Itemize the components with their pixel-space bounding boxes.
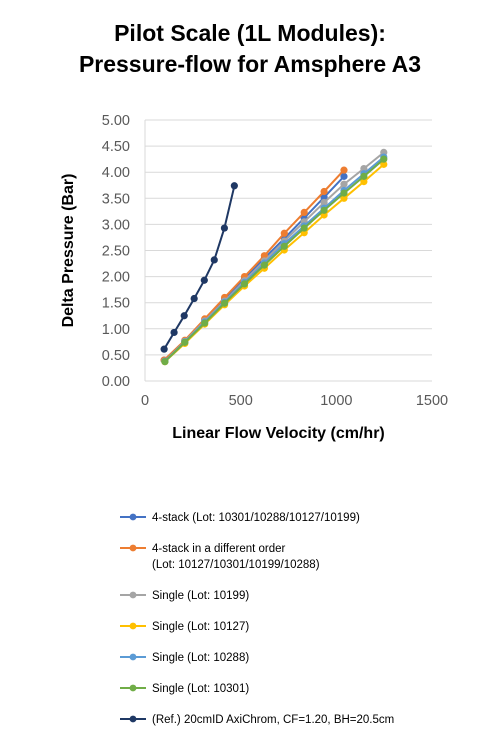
legend-label: Single (Lot: 10288)	[152, 652, 250, 664]
legend-swatch	[120, 681, 146, 693]
legend-swatch	[120, 712, 146, 724]
legend-label: Single (Lot: 10127)	[152, 621, 250, 633]
data-point	[320, 187, 328, 196]
data-point	[340, 166, 348, 174]
data-point	[280, 229, 288, 237]
data-point	[300, 208, 308, 216]
x-axis-label: Linear Flow Velocity (cm/hr)	[172, 425, 385, 442]
legend-item: (Ref.) 20cmID AxiChrom, CF=1.20, BH=20.5…	[120, 712, 490, 728]
legend-item: Single (Lot: 10288)	[120, 650, 490, 666]
x-tick-label: 1000	[320, 393, 352, 409]
y-tick-label: 5.00	[102, 113, 130, 129]
legend-swatch	[120, 510, 146, 522]
series-line	[164, 158, 385, 363]
data-point	[230, 182, 238, 190]
data-point	[380, 155, 388, 163]
data-point	[300, 224, 308, 232]
chart-legend: 4-stack (Lot: 10301/10288/10127/10199) 4-…	[120, 510, 490, 743]
y-tick-label: 2.50	[102, 244, 130, 260]
legend-item: Single (Lot: 10199)	[120, 588, 490, 604]
data-point	[320, 206, 328, 214]
y-tick-label: 3.00	[102, 217, 130, 233]
series-line	[164, 163, 385, 363]
data-point	[380, 160, 388, 168]
legend-item: 4-stack (Lot: 10301/10288/10127/10199)	[120, 510, 490, 526]
data-point	[320, 198, 328, 207]
legend-item: Single (Lot: 10301)	[120, 681, 490, 697]
data-point	[161, 358, 169, 366]
data-point	[210, 256, 218, 264]
y-tick-label: 0.00	[102, 374, 130, 390]
x-tick-label: 500	[229, 393, 253, 409]
data-point	[201, 319, 209, 327]
data-point	[360, 164, 368, 173]
chart-title-line2: Pressure-flow for Amsphere A3	[78, 51, 422, 77]
legend-label: Single (Lot: 10199)	[152, 590, 250, 602]
data-point	[340, 172, 348, 180]
y-tick-label: 1.50	[102, 296, 130, 312]
data-point	[260, 252, 268, 260]
y-tick-label: 3.50	[102, 191, 130, 207]
data-point	[320, 193, 328, 201]
data-point	[240, 280, 249, 288]
data-point	[180, 312, 188, 320]
legend-label: (Ref.) 20cmID AxiChrom, CF=1.20, BH=20.5…	[152, 714, 395, 726]
y-tick-label: 4.00	[102, 165, 130, 181]
data-point	[340, 194, 348, 202]
y-tick-label: 4.50	[102, 139, 130, 155]
y-tick-label: 2.00	[102, 270, 130, 286]
data-point	[220, 299, 229, 307]
legend-label: Single (Lot: 10301)	[152, 683, 250, 695]
data-point	[220, 224, 229, 232]
data-point	[190, 294, 198, 303]
data-point	[340, 189, 348, 197]
y-tick-label: 1.00	[102, 322, 130, 338]
data-point	[170, 328, 178, 337]
x-tick-label: 0	[141, 393, 149, 409]
y-axis-label: Delta Pressure (Bar)	[60, 174, 77, 328]
data-point	[360, 172, 368, 180]
legend-label: 4-stack (Lot: 10301/10288/10127/10199)	[152, 512, 360, 524]
chart-title: Pilot Scale (1L Modules): Pressure-flow …	[0, 18, 500, 80]
x-tick-label: 1500	[416, 393, 448, 409]
series-line	[163, 169, 345, 361]
legend-swatch	[120, 541, 146, 553]
chart-title-line1: Pilot Scale (1L Modules):	[114, 20, 386, 46]
legend-swatch	[120, 588, 146, 600]
legend-swatch	[120, 619, 146, 631]
data-point	[360, 177, 368, 186]
data-point	[260, 261, 268, 269]
legend-swatch	[120, 650, 146, 662]
data-point	[200, 276, 208, 284]
chart-plot: 0.00 0.50 1.00 1.50 2.00 2.50 3.00 3.50 4.00 4.50…	[60, 113, 448, 442]
legend-label: 4-stack in a different order (Lot: 10127…	[152, 543, 320, 571]
data-point	[181, 338, 189, 346]
data-point	[160, 345, 168, 353]
data-point	[340, 180, 348, 188]
legend-item: 4-stack in a different order (Lot: 10127…	[120, 541, 490, 573]
y-tick-label: 0.50	[102, 348, 130, 364]
data-point	[280, 242, 288, 250]
legend-item: Single (Lot: 10127)	[120, 619, 490, 635]
